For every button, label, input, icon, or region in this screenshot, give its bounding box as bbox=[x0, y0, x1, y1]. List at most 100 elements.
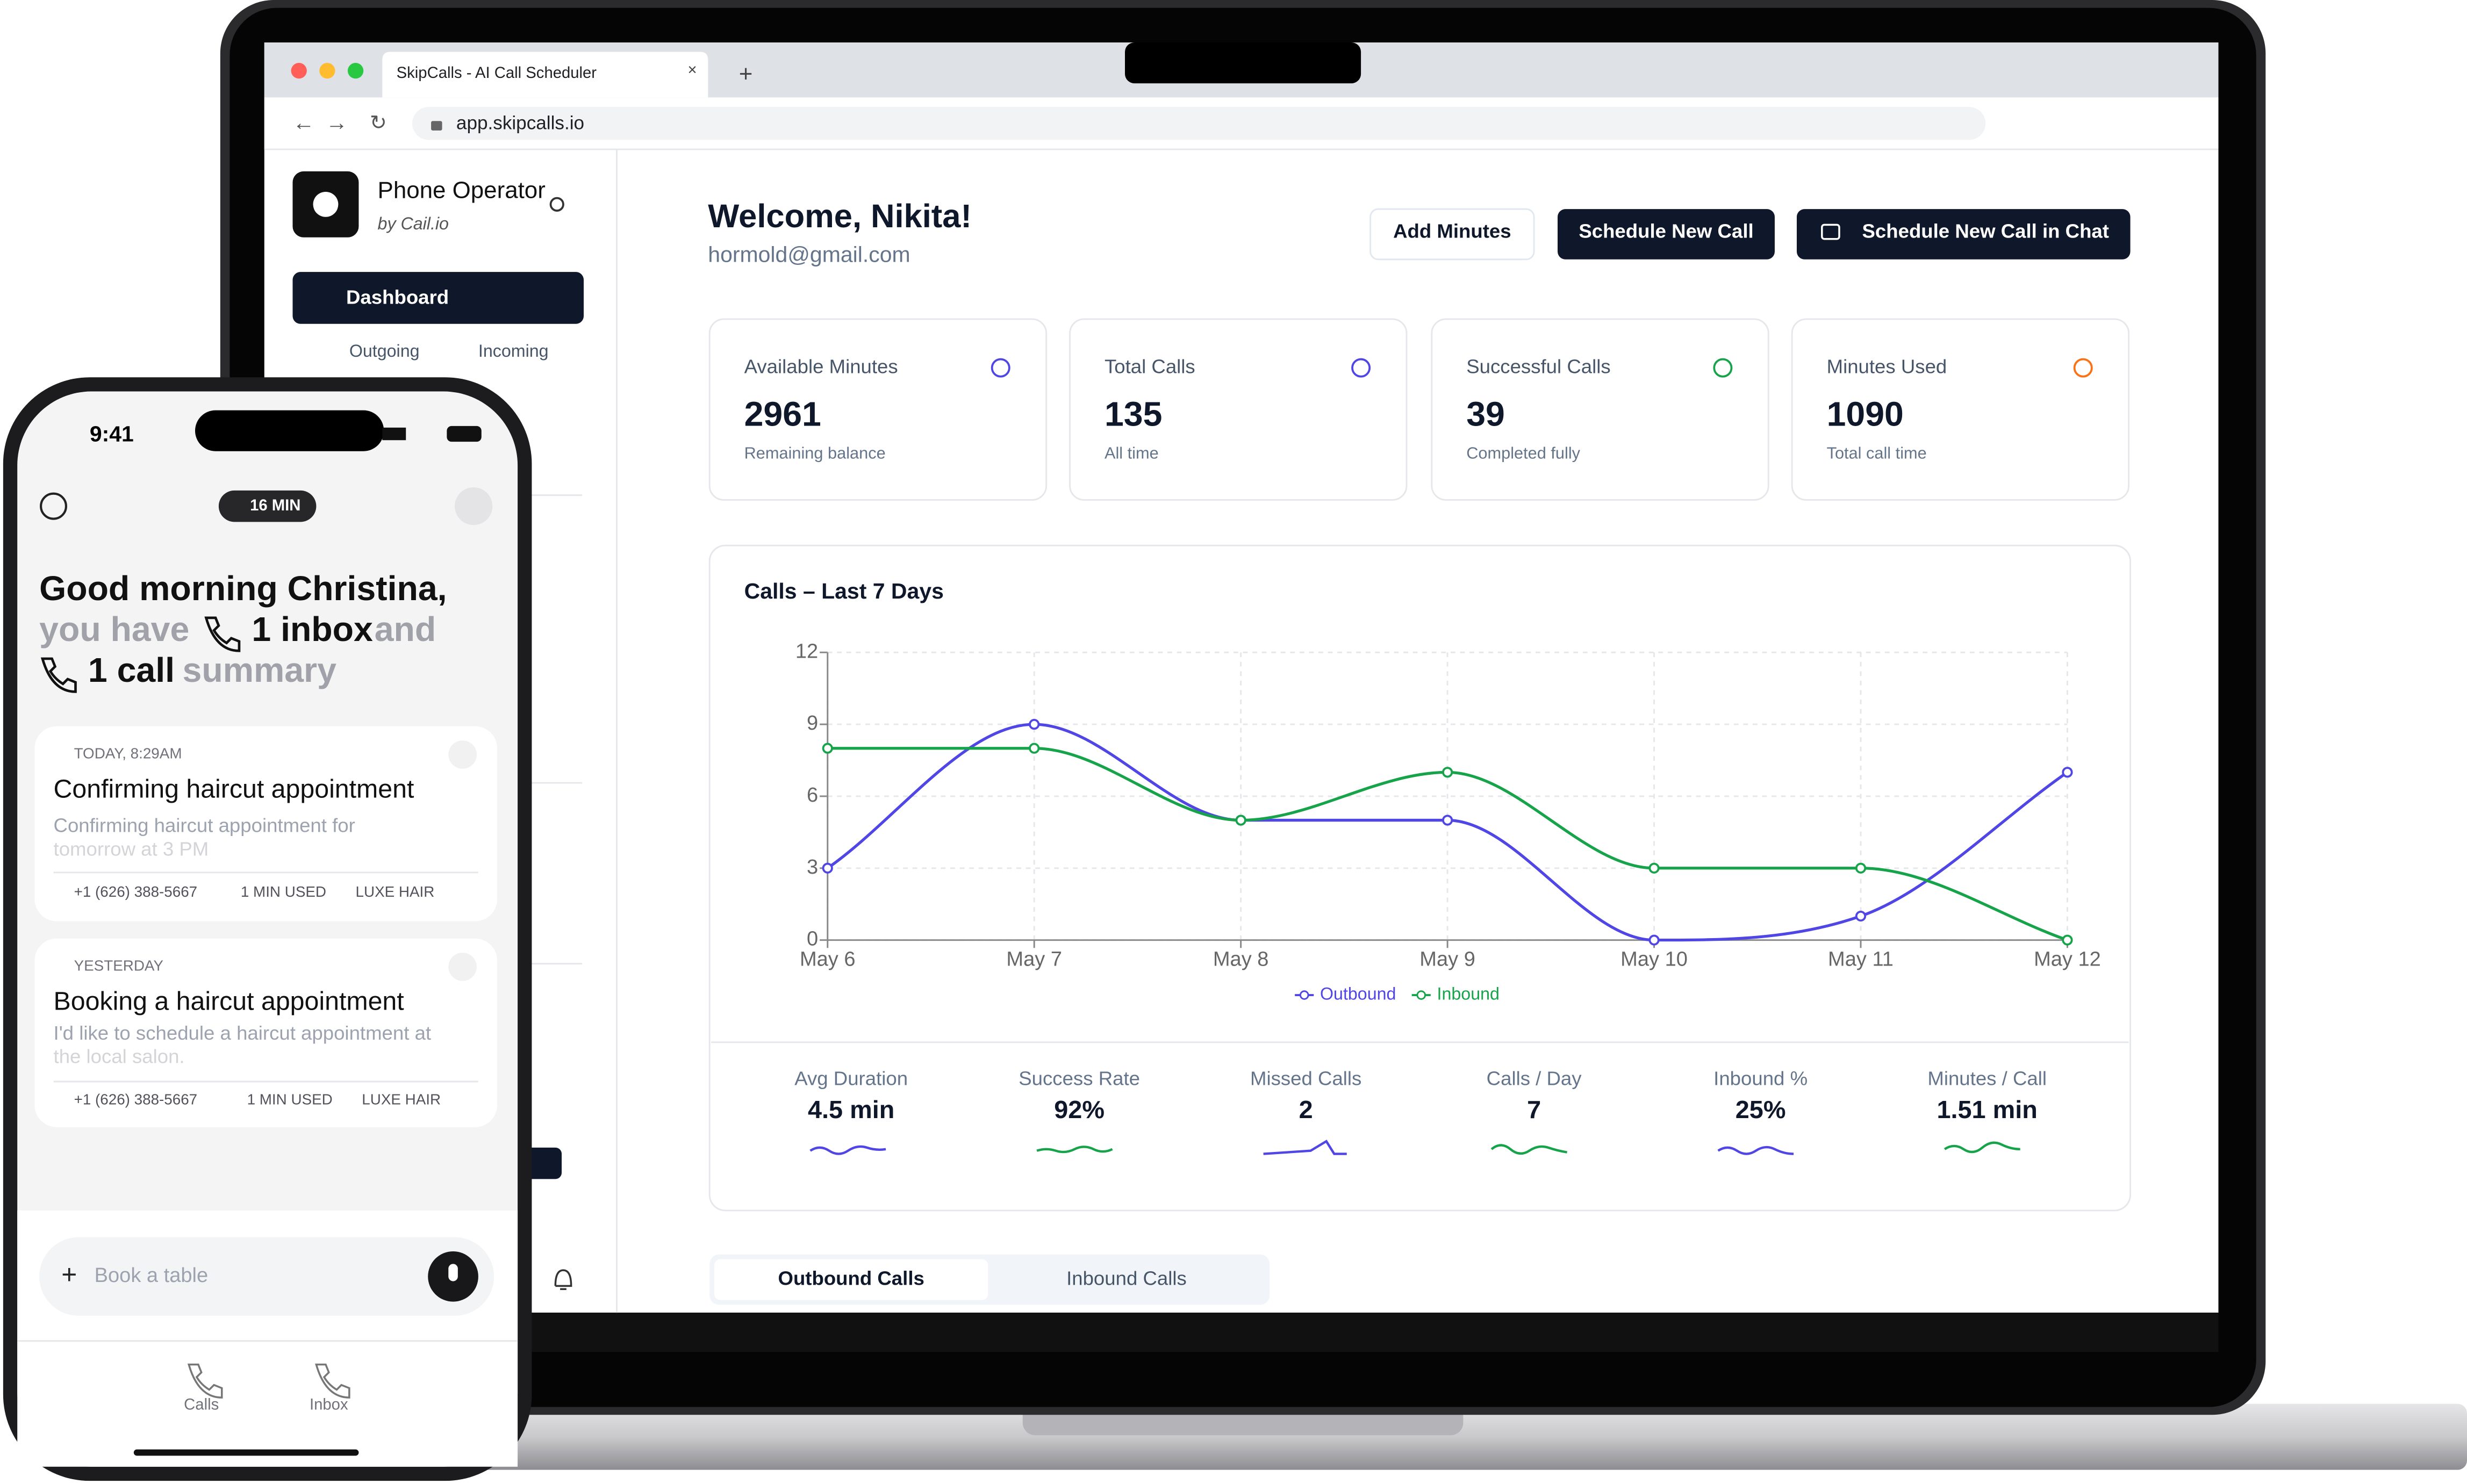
nav-back[interactable]: ← bbox=[292, 110, 314, 135]
phone-text: 9:41 16 MIN Good morning Christina,you hav… bbox=[39, 421, 447, 1413]
line2: 1 inbox bbox=[252, 610, 373, 649]
window-close[interactable] bbox=[291, 63, 307, 79]
chart-card bbox=[708, 544, 2132, 1212]
nav-active[interactable] bbox=[292, 272, 584, 324]
buttons[interactable]: Add Minutes bbox=[1393, 220, 1511, 242]
sub: All time bbox=[1105, 444, 1159, 463]
point bbox=[2062, 767, 2073, 778]
brand-logo-mark bbox=[313, 191, 339, 217]
legend-label: Inbound bbox=[1437, 984, 1500, 1004]
when: YESTERDAY bbox=[74, 957, 163, 974]
laptop-base bbox=[472, 1403, 2467, 1470]
inbox-icon[interactable] bbox=[315, 1363, 350, 1399]
y-tick-label: 3 bbox=[807, 856, 818, 878]
sparklines bbox=[809, 1140, 2020, 1155]
tab[interactable]: Inbound Calls bbox=[1066, 1267, 1187, 1289]
stat-icon bbox=[1351, 358, 1371, 378]
label: Total Calls bbox=[1105, 355, 1195, 377]
preview: the local salon. bbox=[54, 1046, 185, 1068]
nav[interactable]: Dashboard bbox=[346, 286, 449, 308]
line3: summary bbox=[183, 651, 337, 689]
window-min[interactable] bbox=[319, 63, 335, 79]
stat-card bbox=[1791, 318, 2130, 501]
sub-nav[interactable]: Outgoing bbox=[349, 341, 420, 361]
tab[interactable]: Outbound Calls bbox=[778, 1267, 924, 1289]
card-menu[interactable] bbox=[448, 953, 477, 981]
title: Welcome, Nikita! bbox=[708, 198, 972, 235]
stat-card bbox=[708, 318, 1048, 501]
button[interactable] bbox=[1558, 209, 1775, 260]
legend-label: Outbound bbox=[1320, 984, 1396, 1004]
bell-icon[interactable] bbox=[554, 1269, 572, 1290]
nav-forward[interactable]: → bbox=[326, 110, 348, 135]
label: Calls / Day bbox=[1487, 1068, 1582, 1090]
greeting: Good morning Christina, bbox=[39, 569, 447, 608]
calls-icon[interactable] bbox=[187, 1363, 223, 1399]
dynamic-island bbox=[195, 410, 384, 451]
label: Minutes / Call bbox=[1927, 1068, 2047, 1090]
label: Successful Calls bbox=[1466, 355, 1610, 377]
point bbox=[822, 862, 833, 874]
value: 39 bbox=[1466, 394, 1505, 433]
sparkline bbox=[1944, 1141, 2020, 1154]
x-tick-label: May 7 bbox=[1006, 948, 1062, 971]
sub-nav[interactable]: Incoming bbox=[478, 341, 549, 361]
button[interactable] bbox=[1369, 208, 1535, 261]
window-max[interactable] bbox=[347, 63, 364, 79]
theme-toggle[interactable] bbox=[549, 197, 564, 212]
card-menu[interactable] bbox=[448, 740, 477, 769]
tab-active[interactable] bbox=[714, 1259, 988, 1300]
label: Available Minutes bbox=[744, 355, 898, 377]
stat-icon bbox=[2073, 358, 2093, 378]
value: 1090 bbox=[1827, 394, 1904, 433]
buttons[interactable]: Schedule New Call in Chat bbox=[1862, 220, 2109, 242]
lock-icon bbox=[431, 121, 442, 131]
value: 2961 bbox=[744, 394, 821, 433]
preview: Confirming haircut appointment for bbox=[54, 815, 355, 837]
place: LUXE HAIR bbox=[356, 883, 435, 900]
brand-sub: by Cail.io bbox=[378, 214, 449, 233]
call-card[interactable] bbox=[34, 938, 498, 1127]
sparkline bbox=[1490, 1144, 1567, 1155]
url-field[interactable] bbox=[412, 106, 1986, 140]
point bbox=[1648, 862, 1660, 874]
stat-card bbox=[1431, 318, 1769, 501]
x-tick-label: May 9 bbox=[1419, 948, 1475, 971]
used: 1 MIN USED bbox=[241, 883, 326, 900]
new-tab[interactable]: + bbox=[739, 61, 753, 87]
sparkline bbox=[809, 1145, 886, 1155]
phone-screen bbox=[17, 391, 518, 1467]
chart: Calls – Last 7 Days 0 3 6 9 12 May 6 May 7 May 8… bbox=[744, 579, 2101, 1004]
input-field[interactable] bbox=[39, 1237, 494, 1316]
stat-icon bbox=[991, 358, 1010, 378]
sparkline bbox=[1717, 1146, 1794, 1155]
line2: and bbox=[375, 610, 436, 649]
laptop: × + ← → ↻ bbox=[220, 0, 2467, 1470]
x-tick-label: May 11 bbox=[1828, 948, 1894, 971]
battery-icon bbox=[447, 426, 482, 442]
time: 9:41 bbox=[90, 421, 134, 446]
nav[interactable]: Calls bbox=[184, 1396, 219, 1413]
buttons[interactable]: Schedule New Call bbox=[1579, 220, 1753, 242]
value: 92% bbox=[1054, 1096, 1105, 1123]
phone-icon bbox=[204, 616, 241, 652]
home-indicator bbox=[133, 1449, 359, 1456]
label: Missed Calls bbox=[1250, 1068, 1361, 1090]
y-tick-label: 12 bbox=[795, 640, 818, 662]
tab-close[interactable]: × bbox=[687, 61, 697, 78]
reload[interactable]: ↻ bbox=[370, 112, 387, 134]
input-placeholder[interactable]: Book a table bbox=[95, 1264, 208, 1287]
signal-icon bbox=[382, 427, 406, 441]
label: Minutes Used bbox=[1827, 355, 1947, 377]
chat-button[interactable] bbox=[40, 492, 67, 520]
button[interactable] bbox=[1796, 209, 2131, 260]
add-button[interactable]: + bbox=[61, 1259, 77, 1290]
label: Success Rate bbox=[1019, 1068, 1140, 1090]
value: 1.51 min bbox=[1937, 1096, 2037, 1123]
active-tab[interactable] bbox=[382, 52, 708, 98]
legend-marker bbox=[1299, 990, 1309, 1000]
avatar[interactable] bbox=[454, 487, 493, 525]
label: Avg Duration bbox=[794, 1068, 908, 1090]
nav[interactable]: Inbox bbox=[310, 1396, 348, 1413]
